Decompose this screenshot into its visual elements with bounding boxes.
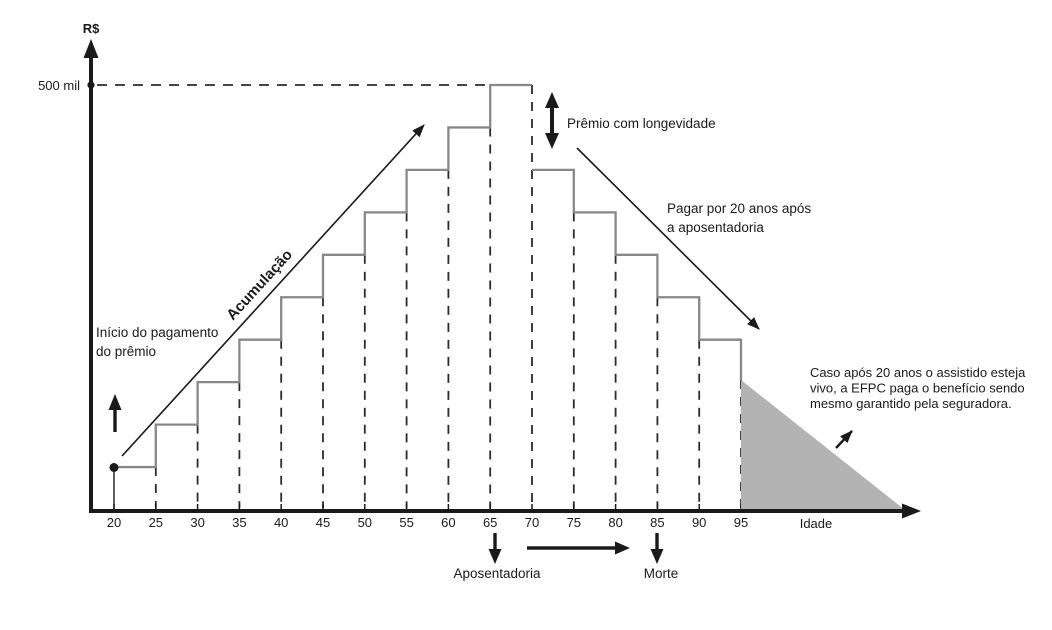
- pagar-label-line1: Pagar por 20 anos após: [667, 201, 811, 216]
- caso-note-line1: Caso após 20 anos o assistido esteja: [810, 365, 1026, 380]
- x-tick-label-80: 80: [608, 515, 622, 530]
- morte-label: Morte: [644, 566, 679, 581]
- payout-step-path: [532, 168, 743, 380]
- x-tick-label-75: 75: [567, 515, 581, 530]
- x-tick-label-40: 40: [274, 515, 288, 530]
- longevity-arrow-bottom-head-icon: [545, 133, 559, 149]
- inicio-label-line2: do prêmio: [96, 344, 156, 359]
- x-axis-title: Idade: [800, 516, 833, 531]
- accumulation-step-path: [114, 83, 532, 469]
- death-down-arrow-head-icon: [650, 549, 664, 564]
- x-tick-label-60: 60: [441, 515, 455, 530]
- x-tick-label-45: 45: [316, 515, 330, 530]
- y-axis-symbol: R$: [83, 21, 100, 36]
- x-tick-label-25: 25: [149, 515, 163, 530]
- dashed-age-guides: [154, 85, 742, 508]
- payout-period-arrow-head-icon: [615, 541, 630, 555]
- x-tick-label-95: 95: [734, 515, 748, 530]
- x-axis-ticks: 20 25 30 35 40 45 50 55 60 65 70 75 80 85 90 95: [107, 504, 748, 530]
- start-up-arrow-head-icon: [108, 394, 122, 410]
- x-tick-label-85: 85: [650, 515, 664, 530]
- caso-note-line2: vivo, a EFPC paga o benefício sendo: [810, 381, 1025, 396]
- payout-arrow: [576, 147, 760, 330]
- x-tick-label-30: 30: [190, 515, 204, 530]
- y-axis-tick-500mil: 500 mil: [38, 78, 80, 93]
- retirement-down-arrow-head-icon: [488, 549, 502, 564]
- inicio-label-line1: Início do pagamento: [96, 325, 218, 340]
- premio-longevidade-label: Prêmio com longevidade: [567, 116, 716, 131]
- y-axis-arrowhead-icon: [83, 39, 99, 58]
- acumulacao-label: Acumulação: [223, 246, 296, 323]
- x-tick-label-50: 50: [358, 515, 372, 530]
- accumulation-arrow: [121, 124, 425, 457]
- x-axis-arrowhead-icon: [902, 503, 921, 519]
- x-tick-label-35: 35: [232, 515, 246, 530]
- step-lines: [114, 83, 743, 469]
- x-tick-label-65: 65: [483, 515, 497, 530]
- reference-axis-dot: [87, 81, 95, 89]
- x-tick-label-70: 70: [525, 515, 539, 530]
- x-tick-label-20: 20: [107, 515, 121, 530]
- x-tick-label-90: 90: [692, 515, 706, 530]
- x-tick-label-55: 55: [399, 515, 413, 530]
- caso-note-line3: mesmo garantido pela seguradora.: [810, 396, 1012, 411]
- insured-tail-triangle: [741, 380, 905, 510]
- start-point-dot: [109, 463, 119, 472]
- note-arrow: [835, 430, 853, 449]
- pagar-label-line2: a aposentadoria: [667, 220, 764, 235]
- aposentadoria-label: Aposentadoria: [453, 566, 541, 581]
- longevity-arrow-top-head-icon: [545, 92, 559, 108]
